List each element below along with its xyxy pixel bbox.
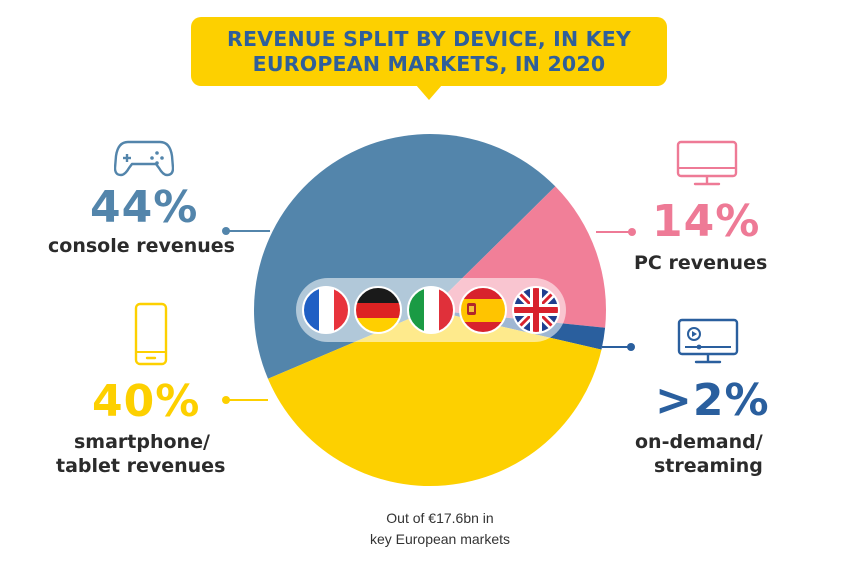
footnote: Out of €17.6bn in key European markets [340, 508, 540, 550]
streaming-leader-dot [627, 343, 635, 351]
pc-leader-dot [628, 228, 636, 236]
streaming-label-line-1: on-demand/ [635, 431, 763, 453]
mobile-label-line-1: smartphone/ [74, 431, 210, 453]
uk-flag-icon [512, 286, 560, 334]
pc-percentage: 14% [652, 196, 761, 247]
germany-flag-icon [354, 286, 402, 334]
gamepad-icon [114, 140, 174, 177]
mobile-label-line-2: tablet revenues [56, 455, 226, 477]
pc-label: PC revenues [634, 252, 768, 274]
mobile-leader-dot [222, 396, 230, 404]
chart-title: REVENUE SPLIT BY DEVICE, IN KEY EUROPEAN… [191, 17, 667, 86]
mobile-percentage: 40% [92, 376, 201, 427]
streaming-label-line-2: streaming [654, 455, 763, 477]
chart-title-line-1: REVENUE SPLIT BY DEVICE, IN KEY [226, 26, 632, 51]
streaming-monitor-icon [677, 318, 739, 364]
footnote-line-2: key European markets [369, 531, 511, 547]
spain-flag-icon [459, 286, 507, 334]
title-pointer [416, 85, 442, 100]
footnote-line-1: Out of €17.6bn in [386, 510, 494, 526]
streaming-percentage: >2% [655, 375, 770, 426]
pie-slice-smartphone-tablet-revenues [267, 310, 602, 487]
flags-band [296, 278, 566, 342]
console-percentage: 44% [90, 182, 199, 233]
pc-leader-line [596, 231, 632, 233]
console-label: console revenues [48, 235, 235, 257]
mobile-leader-line [226, 399, 268, 401]
monitor-icon [676, 140, 738, 186]
chart-title-line-2: EUROPEAN MARKETS, IN 2020 [252, 51, 606, 76]
console-leader-line [226, 230, 270, 232]
smartphone-icon [134, 302, 168, 366]
italy-flag-icon [407, 286, 455, 334]
france-flag-icon [302, 286, 350, 334]
console-leader-dot [222, 227, 230, 235]
streaming-leader-line [602, 346, 630, 348]
